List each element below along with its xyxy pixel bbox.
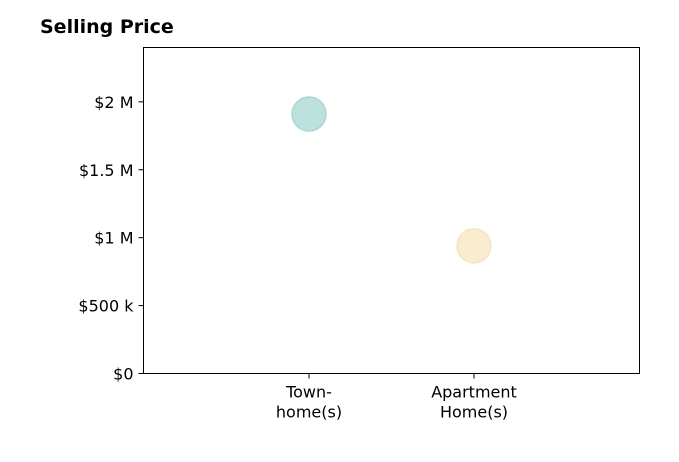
chart-title: Selling Price bbox=[40, 16, 174, 38]
x-tick-label-line: Town- bbox=[285, 383, 332, 402]
y-tick-label: $1.5 M bbox=[79, 161, 134, 180]
y-axis: $0 $500 k $1 M $1.5 M $2 M bbox=[78, 93, 144, 384]
data-point-2 bbox=[456, 228, 492, 264]
plot-frame bbox=[143, 47, 640, 374]
x-tick-label-line: Apartment bbox=[431, 383, 517, 402]
x-tick-label: Apartment Home(s) bbox=[431, 383, 517, 422]
x-tick-label-line: home(s) bbox=[276, 403, 342, 422]
x-tick-label: Town-home(s) bbox=[276, 383, 342, 422]
y-tick-label: $1 M bbox=[94, 229, 133, 248]
y-tick-label: $0 bbox=[113, 365, 133, 384]
data-point-1 bbox=[291, 96, 327, 132]
y-tick-label: $500 k bbox=[78, 297, 134, 316]
data-points bbox=[291, 96, 492, 264]
x-tick-label-line: Home(s) bbox=[440, 403, 508, 422]
x-axis: Town-home(s) Apartment Home(s) bbox=[276, 373, 517, 422]
y-tick-label: $2 M bbox=[94, 93, 133, 112]
